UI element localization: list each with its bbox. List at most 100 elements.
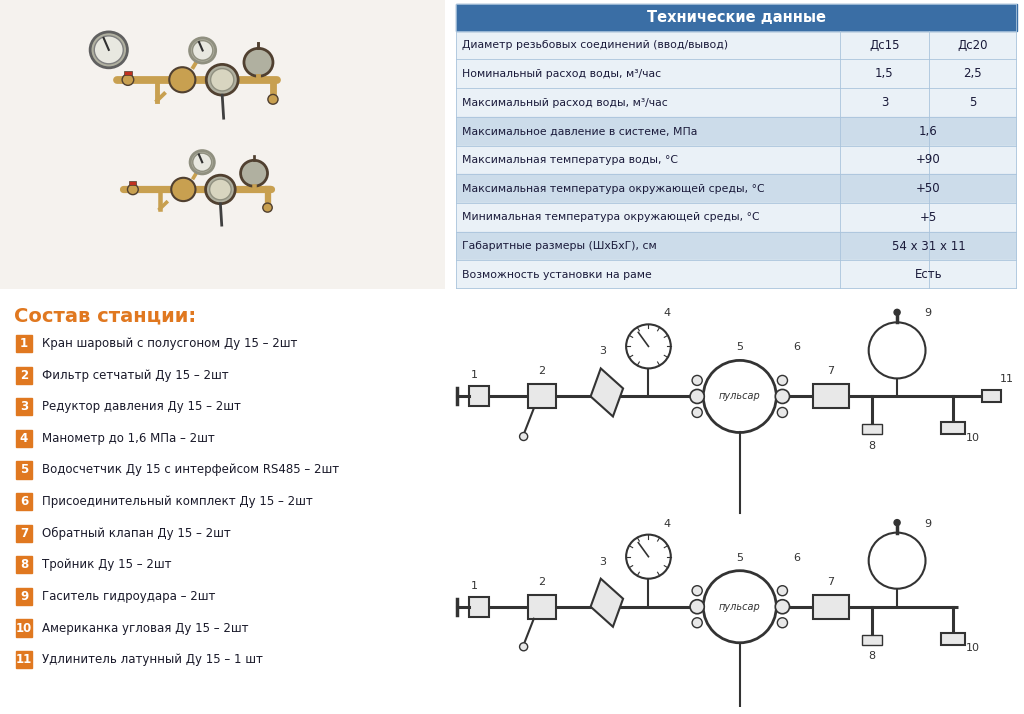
Bar xyxy=(861,635,882,645)
Circle shape xyxy=(94,36,123,64)
Circle shape xyxy=(777,408,787,418)
Text: 8: 8 xyxy=(868,441,876,451)
Text: 9: 9 xyxy=(924,308,931,318)
Text: 4: 4 xyxy=(664,308,671,318)
Text: 6: 6 xyxy=(794,343,800,353)
Polygon shape xyxy=(591,368,623,416)
Circle shape xyxy=(692,408,702,418)
Text: Максимальное давление в системе, МПа: Максимальное давление в системе, МПа xyxy=(463,126,697,136)
Text: 3: 3 xyxy=(599,557,606,567)
Text: 5: 5 xyxy=(19,463,29,476)
Bar xyxy=(16,588,32,605)
Text: 2: 2 xyxy=(539,577,546,587)
Text: Американка угловая Ду 15 – 2шт: Американка угловая Ду 15 – 2шт xyxy=(42,621,248,635)
Bar xyxy=(456,59,1017,89)
Circle shape xyxy=(894,309,900,316)
Bar xyxy=(456,89,1017,117)
Bar xyxy=(16,398,32,416)
Bar xyxy=(456,174,1017,203)
Text: 11: 11 xyxy=(16,653,32,666)
Bar xyxy=(16,366,32,383)
Text: +90: +90 xyxy=(916,154,941,166)
Circle shape xyxy=(122,74,134,86)
Circle shape xyxy=(703,570,776,643)
Text: Присоединительный комплект Ду 15 – 2шт: Присоединительный комплект Ду 15 – 2шт xyxy=(42,495,312,508)
Text: Дс20: Дс20 xyxy=(957,39,988,51)
Bar xyxy=(469,597,489,617)
Circle shape xyxy=(169,67,196,92)
Text: 9: 9 xyxy=(924,518,931,528)
Bar xyxy=(16,335,32,352)
Bar xyxy=(813,595,849,619)
Text: 2,5: 2,5 xyxy=(964,67,982,81)
Text: 6: 6 xyxy=(794,553,800,563)
Text: Номинальный расход воды, м³/час: Номинальный расход воды, м³/час xyxy=(463,69,662,79)
Bar xyxy=(124,71,131,75)
Circle shape xyxy=(690,389,705,403)
Bar xyxy=(527,384,556,408)
Circle shape xyxy=(210,179,231,200)
Circle shape xyxy=(127,184,138,195)
Text: 11: 11 xyxy=(999,374,1014,384)
Text: Тройник Ду 15 – 2шт: Тройник Ду 15 – 2шт xyxy=(42,558,171,571)
Text: Удлинитель латунный Ду 15 – 1 шт: Удлинитель латунный Ду 15 – 1 шт xyxy=(42,653,262,666)
Text: 4: 4 xyxy=(19,432,29,445)
Circle shape xyxy=(775,389,790,403)
Circle shape xyxy=(692,376,702,386)
Text: 5: 5 xyxy=(736,343,743,353)
Text: пульсар: пульсар xyxy=(719,602,761,612)
Bar xyxy=(527,595,556,619)
Text: 9: 9 xyxy=(19,590,29,603)
Text: 10: 10 xyxy=(16,621,32,635)
Circle shape xyxy=(868,322,926,378)
Bar xyxy=(469,386,489,406)
Circle shape xyxy=(90,32,127,68)
Circle shape xyxy=(171,178,196,201)
Text: 7: 7 xyxy=(827,577,835,587)
Text: 3: 3 xyxy=(881,96,888,109)
Text: Дс15: Дс15 xyxy=(869,39,900,51)
Circle shape xyxy=(692,618,702,628)
Text: 54 x 31 x 11: 54 x 31 x 11 xyxy=(892,240,966,253)
Text: 3: 3 xyxy=(20,401,28,413)
Circle shape xyxy=(190,151,214,174)
Text: Водосчетчик Ду 15 с интерфейсом RS485 – 2шт: Водосчетчик Ду 15 с интерфейсом RS485 – … xyxy=(42,463,339,476)
Text: 3: 3 xyxy=(599,346,606,356)
Text: 8: 8 xyxy=(19,558,29,571)
Circle shape xyxy=(189,38,216,63)
Circle shape xyxy=(777,585,787,595)
Bar xyxy=(456,261,1017,289)
Circle shape xyxy=(894,520,900,526)
Bar xyxy=(456,146,1017,174)
Circle shape xyxy=(211,69,233,91)
Circle shape xyxy=(626,324,671,368)
Circle shape xyxy=(193,154,212,171)
Bar xyxy=(813,384,849,408)
Bar xyxy=(16,556,32,573)
Text: +50: +50 xyxy=(916,182,941,195)
Text: 8: 8 xyxy=(868,650,876,660)
Circle shape xyxy=(777,376,787,386)
Circle shape xyxy=(690,600,705,614)
Text: 6: 6 xyxy=(19,495,29,508)
Bar xyxy=(941,633,965,645)
Bar xyxy=(456,31,1017,59)
Bar xyxy=(456,232,1017,261)
Text: 10: 10 xyxy=(967,643,980,653)
Bar xyxy=(456,117,1017,146)
Text: 1: 1 xyxy=(470,371,477,381)
Circle shape xyxy=(868,533,926,589)
Text: 10: 10 xyxy=(967,433,980,443)
Text: +5: +5 xyxy=(920,211,937,224)
Bar xyxy=(941,423,965,435)
Bar xyxy=(861,425,882,435)
Text: Габаритные размеры (ШхБхГ), см: Габаритные размеры (ШхБхГ), см xyxy=(463,241,657,251)
Bar xyxy=(16,651,32,668)
Bar xyxy=(16,493,32,511)
Polygon shape xyxy=(591,578,623,627)
Bar xyxy=(456,203,1017,232)
Text: 2: 2 xyxy=(539,366,546,376)
Text: Редуктор давления Ду 15 – 2шт: Редуктор давления Ду 15 – 2шт xyxy=(42,401,241,413)
Bar xyxy=(982,391,1000,403)
Text: Фильтр сетчатый Ду 15 – 2шт: Фильтр сетчатый Ду 15 – 2шт xyxy=(42,368,228,382)
